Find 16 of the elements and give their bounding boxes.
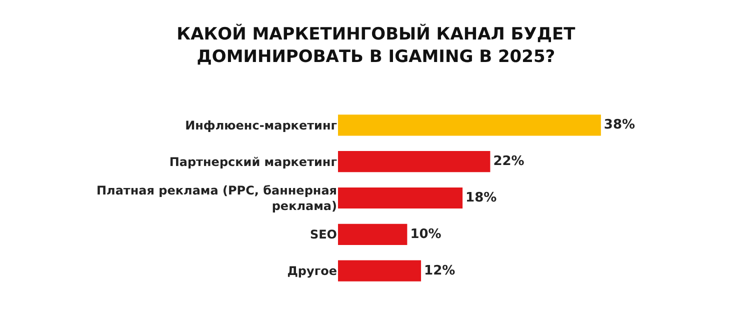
data-label: 22% <box>493 154 524 170</box>
data-label: 38% <box>604 118 636 133</box>
bar <box>338 260 422 282</box>
y-tick-label: Платная реклама (PPC, баннерная реклама) <box>96 183 337 213</box>
y-tick-label: Инфлюенс-маркетинг <box>185 118 337 132</box>
data-label: 12% <box>424 263 456 278</box>
y-tick-label: Партнерский маркетинг <box>169 154 337 169</box>
bar <box>338 151 490 172</box>
y-tick-label: SEO <box>310 228 337 242</box>
data-label: 18% <box>466 190 497 206</box>
bar <box>338 114 601 136</box>
data-label: 10% <box>410 226 442 242</box>
y-tick-label: Другое <box>287 264 337 278</box>
chart-title: КАКОЙ МАРКЕТИНГОВЫЙ КАНАЛ БУДЕТ ДОМИНИРОВАТЬ В IGAMING В 2025? <box>176 24 576 67</box>
bar <box>338 187 463 209</box>
bar <box>338 224 408 245</box>
